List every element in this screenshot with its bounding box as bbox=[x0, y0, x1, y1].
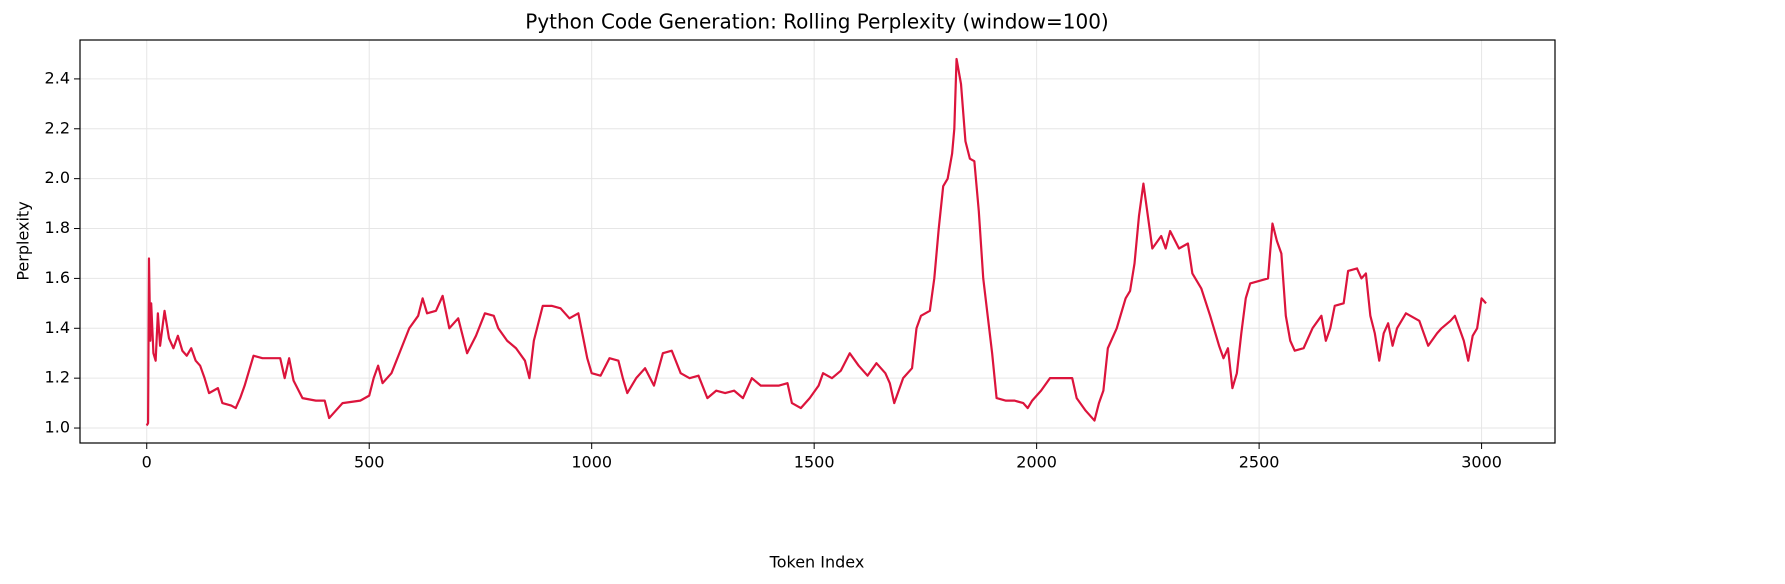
plot-frame bbox=[79, 39, 1556, 444]
y-tick-label: 2.0 bbox=[45, 168, 70, 187]
x-tick-label: 1000 bbox=[571, 453, 612, 472]
y-tick-label: 1.0 bbox=[45, 418, 70, 437]
y-tick-label: 1.2 bbox=[45, 368, 70, 387]
y-tick-label: 1.6 bbox=[45, 268, 70, 287]
x-tick-label: 2500 bbox=[1239, 453, 1280, 472]
x-axis-label: Token Index bbox=[769, 553, 865, 572]
y-tick-label: 2.2 bbox=[45, 118, 70, 137]
y-tick-label: 1.4 bbox=[45, 318, 70, 337]
chart-title: Python Code Generation: Rolling Perplexi… bbox=[525, 10, 1108, 34]
y-tick-label: 2.4 bbox=[45, 68, 70, 87]
x-tick-label: 1500 bbox=[794, 453, 835, 472]
x-tick-label: 2000 bbox=[1016, 453, 1057, 472]
x-tick-label: 0 bbox=[142, 453, 152, 472]
y-axis-label: Perplexity bbox=[14, 201, 33, 280]
x-tick-label: 3000 bbox=[1461, 453, 1502, 472]
x-tick-label: 500 bbox=[354, 453, 385, 472]
line-series bbox=[145, 57, 1487, 427]
y-tick-label: 1.8 bbox=[45, 218, 70, 237]
